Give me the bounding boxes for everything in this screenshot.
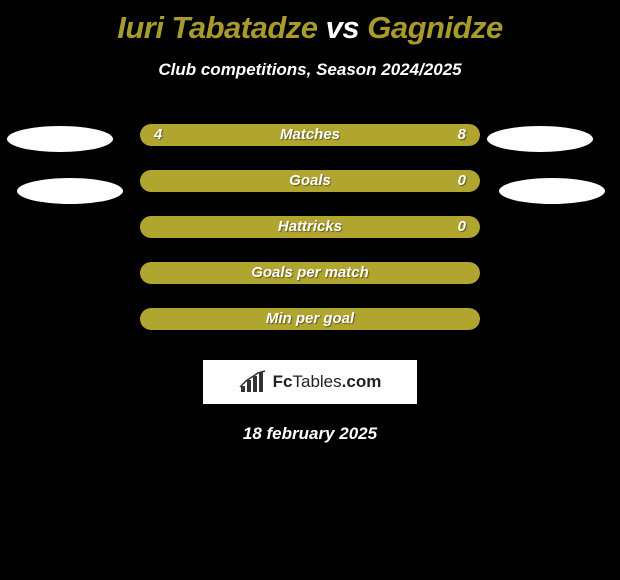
player1-badge-row0 [7, 126, 113, 152]
stat-label: Min per goal [140, 308, 480, 330]
page-title: Iuri Tabatadze vs Gagnidze [0, 0, 620, 46]
bar-chart-icon [239, 370, 269, 394]
stat-label: Goals per match [140, 262, 480, 284]
stat-row: Hattricks0 [140, 216, 480, 238]
logo-bold: Fc [273, 372, 293, 391]
stat-label: Goals [140, 170, 480, 192]
date-text: 18 february 2025 [0, 424, 620, 444]
player2-badge-row0 [487, 126, 593, 152]
stat-label: Hattricks [140, 216, 480, 238]
stat-row: Goals per match [140, 262, 480, 284]
player2-badge-row1 [499, 178, 605, 204]
stat-value-right: 0 [458, 170, 466, 192]
logo-rest: Tables [293, 372, 342, 391]
subtitle: Club competitions, Season 2024/2025 [0, 60, 620, 80]
player1-badge-row1 [17, 178, 123, 204]
comparison-chart: Matches48Goals0Hattricks0Goals per match… [0, 124, 620, 330]
stat-label: Matches [140, 124, 480, 146]
stat-row: Min per goal [140, 308, 480, 330]
stat-row: Matches4 8 [140, 124, 480, 146]
stat-value-left: 4 [154, 124, 162, 146]
stat-row: Goals0 [140, 170, 480, 192]
stat-value-right: 0 [458, 216, 466, 238]
player2-name: Gagnidze [367, 10, 503, 45]
player1-name: Iuri Tabatadze [117, 10, 317, 45]
logo-suffix: .com [342, 372, 382, 391]
fctables-logo: FcTables.com [203, 360, 417, 404]
stat-value-right: 8 [458, 124, 466, 146]
logo-text: FcTables.com [273, 372, 382, 392]
vs-text: vs [326, 10, 359, 45]
